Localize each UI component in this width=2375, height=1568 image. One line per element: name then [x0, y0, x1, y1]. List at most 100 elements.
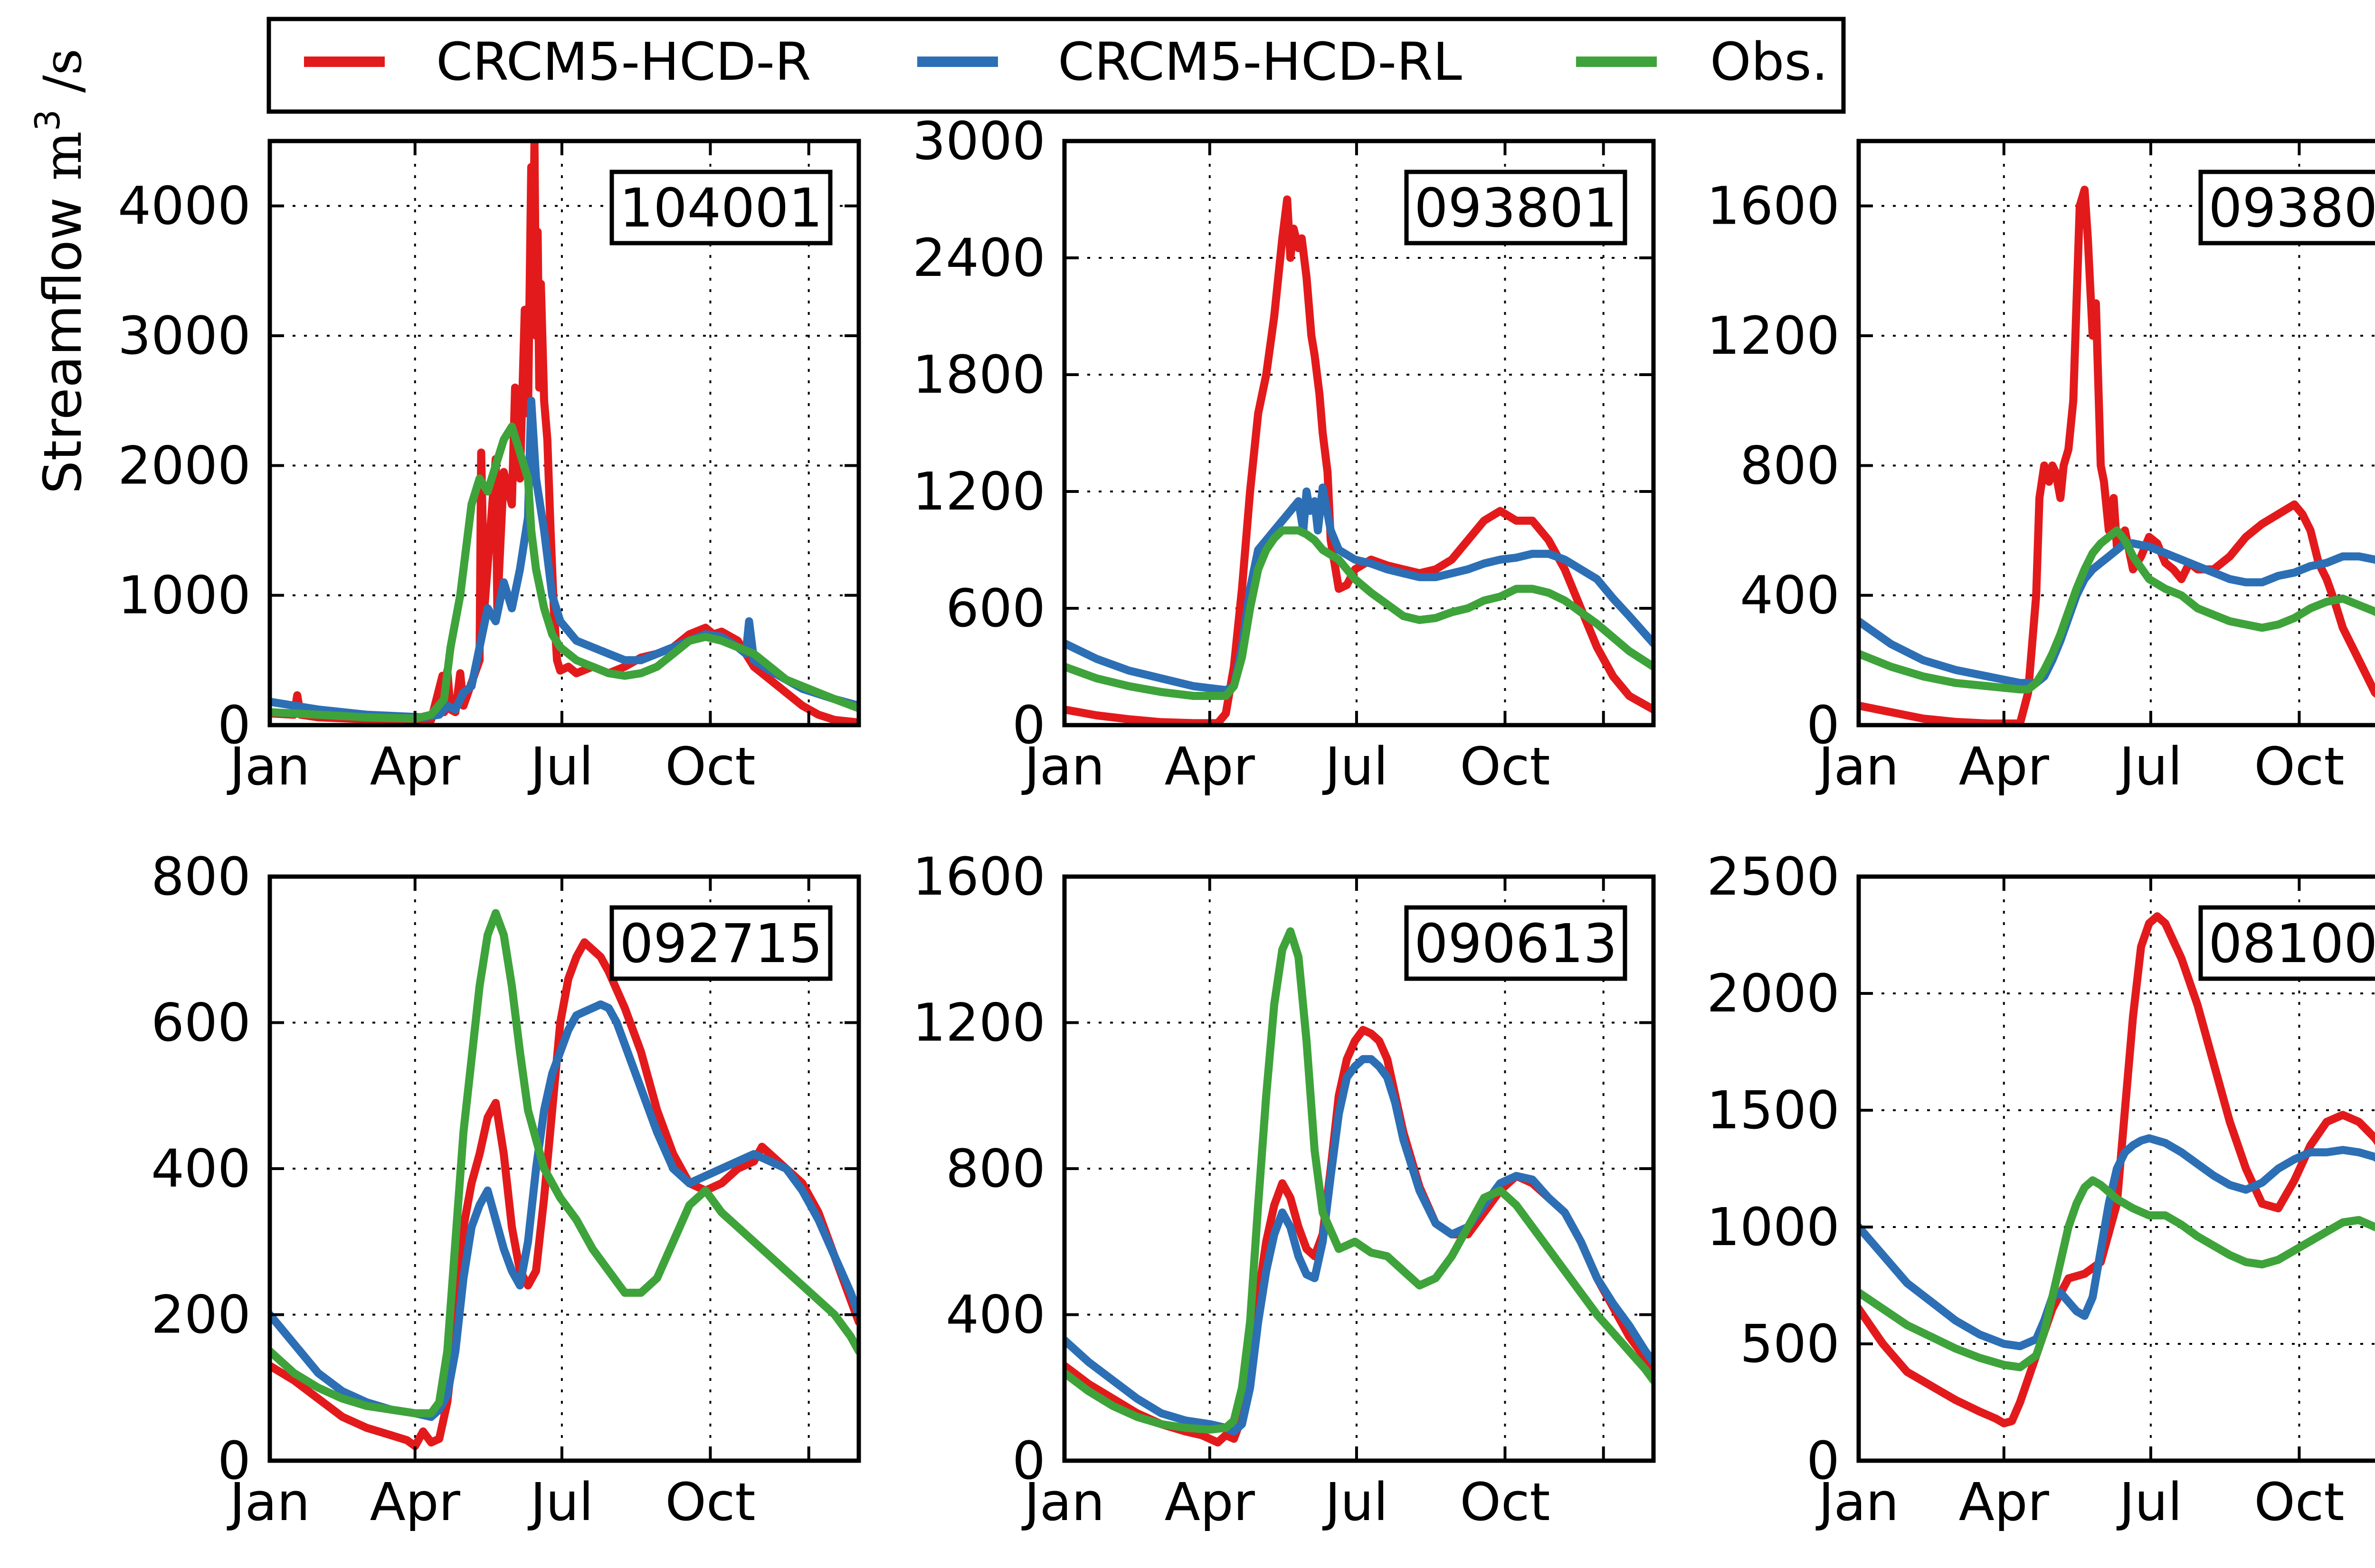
legend-label-obs: Obs. [1710, 31, 1828, 92]
x-tick-label: Apr [1959, 1472, 2050, 1532]
y-tick-label: 400 [946, 1285, 1045, 1345]
x-tick-label: Apr [370, 736, 461, 797]
y-axis-label-prefix: Streamflow [32, 180, 93, 494]
panel-093801: Jan Apr Jul Oct 0 600 1200 1800 2400 3000 093801 [912, 111, 1656, 797]
series-line-crcm5-hcd-r [1064, 195, 1653, 725]
y-tick-label: 1200 [1707, 305, 1840, 366]
y-tick-label: 1200 [912, 461, 1045, 522]
series-line-crcm5-hcd-r [1064, 1026, 1653, 1447]
y-tick-label: 400 [151, 1138, 251, 1199]
x-tick-label: Jul [1322, 1472, 1388, 1532]
series-line-obs [270, 909, 859, 1417]
y-axis-label-unit: m [32, 131, 93, 180]
station-id-label: 093806 [2208, 178, 2375, 239]
y-tick-label: 0 [1806, 1430, 1840, 1491]
panel-081002: Jan Apr Jul Oct 0 500 1000 1500 2000 2500 081002 [1707, 846, 2375, 1532]
station-id-box [2198, 170, 2375, 246]
y-tick-label: 2000 [118, 435, 251, 496]
y-tick-label: 0 [1806, 695, 1840, 756]
x-tick-label: Oct [1460, 1472, 1550, 1532]
series-line-crcm5-hcd-r [1859, 912, 2375, 1427]
series-line-crcm5-hcd-r [270, 938, 859, 1450]
series-line-crcm5-hcd-rl [1064, 1055, 1653, 1436]
station-id-box [609, 905, 833, 981]
series-line-obs [1064, 526, 1653, 700]
y-tick-label: 1000 [118, 565, 251, 626]
x-tick-label: Jan [1021, 736, 1105, 797]
axes-frame [1856, 874, 2375, 1463]
y-tick-label: 2000 [1707, 963, 1840, 1024]
y-axis-label: Streamflow m3 /s [28, 48, 93, 494]
y-tick-label: 800 [946, 1138, 1045, 1199]
legend-label-crcm5-hcd-rl: CRCM5-HCD-RL [1058, 31, 1462, 92]
y-tick-label: 0 [1012, 1430, 1045, 1491]
y-tick-label: 3000 [912, 111, 1045, 171]
axes-frame [1062, 139, 1656, 727]
series-line-crcm5-hcd-r [1859, 186, 2375, 725]
series-line-crcm5-hcd-rl [1859, 1134, 2375, 1351]
series-line-crcm5-hcd-rl [1064, 483, 1653, 694]
axes-frame [1856, 139, 2375, 727]
y-tick-label: 0 [1012, 695, 1045, 756]
station-id-label: 090613 [1414, 913, 1617, 975]
y-tick-label: 500 [1740, 1313, 1840, 1374]
station-id-box [2198, 905, 2375, 981]
station-id-label: 093801 [1414, 178, 1617, 239]
x-tick-label: Apr [1165, 736, 1255, 797]
station-id-box [609, 170, 833, 246]
y-tick-label: 1800 [912, 344, 1045, 405]
x-tick-label: Apr [1165, 1472, 1255, 1532]
y-tick-label: 600 [151, 992, 251, 1053]
x-tick-label: Jan [1021, 1472, 1105, 1532]
station-id-label: 092715 [619, 913, 823, 975]
panel-092715: Jan Apr Jul Oct 0 200 400 600 800 092715 [151, 846, 861, 1532]
x-tick-label: Jul [2117, 736, 2183, 797]
x-tick-label: Jan [227, 736, 310, 797]
x-tick-label: Apr [370, 1472, 461, 1532]
series-group [1859, 912, 2375, 1427]
y-tick-label: 4000 [118, 176, 251, 236]
y-tick-label: 1600 [1707, 176, 1840, 236]
x-tick-label: Jul [2117, 1472, 2183, 1532]
x-tick-label: Jul [1322, 736, 1388, 797]
y-tick-label: 0 [218, 695, 251, 756]
series-line-crcm5-hcd-rl [270, 1000, 859, 1421]
station-id-box [1404, 170, 1627, 246]
x-tick-label: Oct [1460, 736, 1550, 797]
legend: CRCM5-HCD-R CRCM5-HCD-RL Obs. [266, 17, 1846, 114]
y-axis-label-exp: 3 [28, 109, 67, 131]
y-tick-label: 1500 [1707, 1080, 1840, 1141]
series-group [1064, 195, 1653, 725]
x-tick-label: Jan [1815, 1472, 1899, 1532]
y-tick-label: 200 [151, 1285, 251, 1345]
series-group [270, 139, 859, 725]
station-id-label: 081002 [2208, 913, 2375, 975]
panel-104001: Jan Apr Jul Oct 0 1000 2000 3000 4000 104001 [118, 139, 861, 797]
series-line-crcm5-hcd-rl [270, 397, 859, 722]
legend-label-crcm5-hcd-r: CRCM5-HCD-R [436, 31, 811, 92]
series-line-obs [270, 422, 859, 723]
x-tick-label: Apr [1959, 736, 2050, 797]
y-tick-label: 800 [151, 846, 251, 907]
y-tick-label: 600 [946, 578, 1045, 639]
x-tick-label: Oct [665, 1472, 755, 1532]
y-tick-label: 1200 [912, 992, 1045, 1053]
y-tick-label: 800 [1740, 435, 1840, 496]
x-tick-label: Oct [2254, 1472, 2344, 1532]
series-group [1859, 186, 2375, 725]
axes-frame [267, 139, 861, 727]
x-tick-label: Oct [2254, 736, 2344, 797]
x-tick-label: Oct [665, 736, 755, 797]
station-id-box [1404, 905, 1627, 981]
series-line-obs [1859, 1176, 2375, 1371]
series-line-obs [1859, 526, 2375, 694]
y-tick-label: 3000 [118, 305, 251, 366]
x-tick-label: Jul [528, 736, 594, 797]
panel-090613: Jan Apr Jul Oct 0 400 800 1200 1600 090613 [912, 846, 1656, 1532]
x-tick-label: Jan [1815, 736, 1899, 797]
y-tick-label: 2400 [912, 227, 1045, 288]
y-tick-label: 2500 [1707, 846, 1840, 907]
y-tick-label: 1000 [1707, 1197, 1840, 1257]
y-tick-label: 0 [218, 1430, 251, 1491]
